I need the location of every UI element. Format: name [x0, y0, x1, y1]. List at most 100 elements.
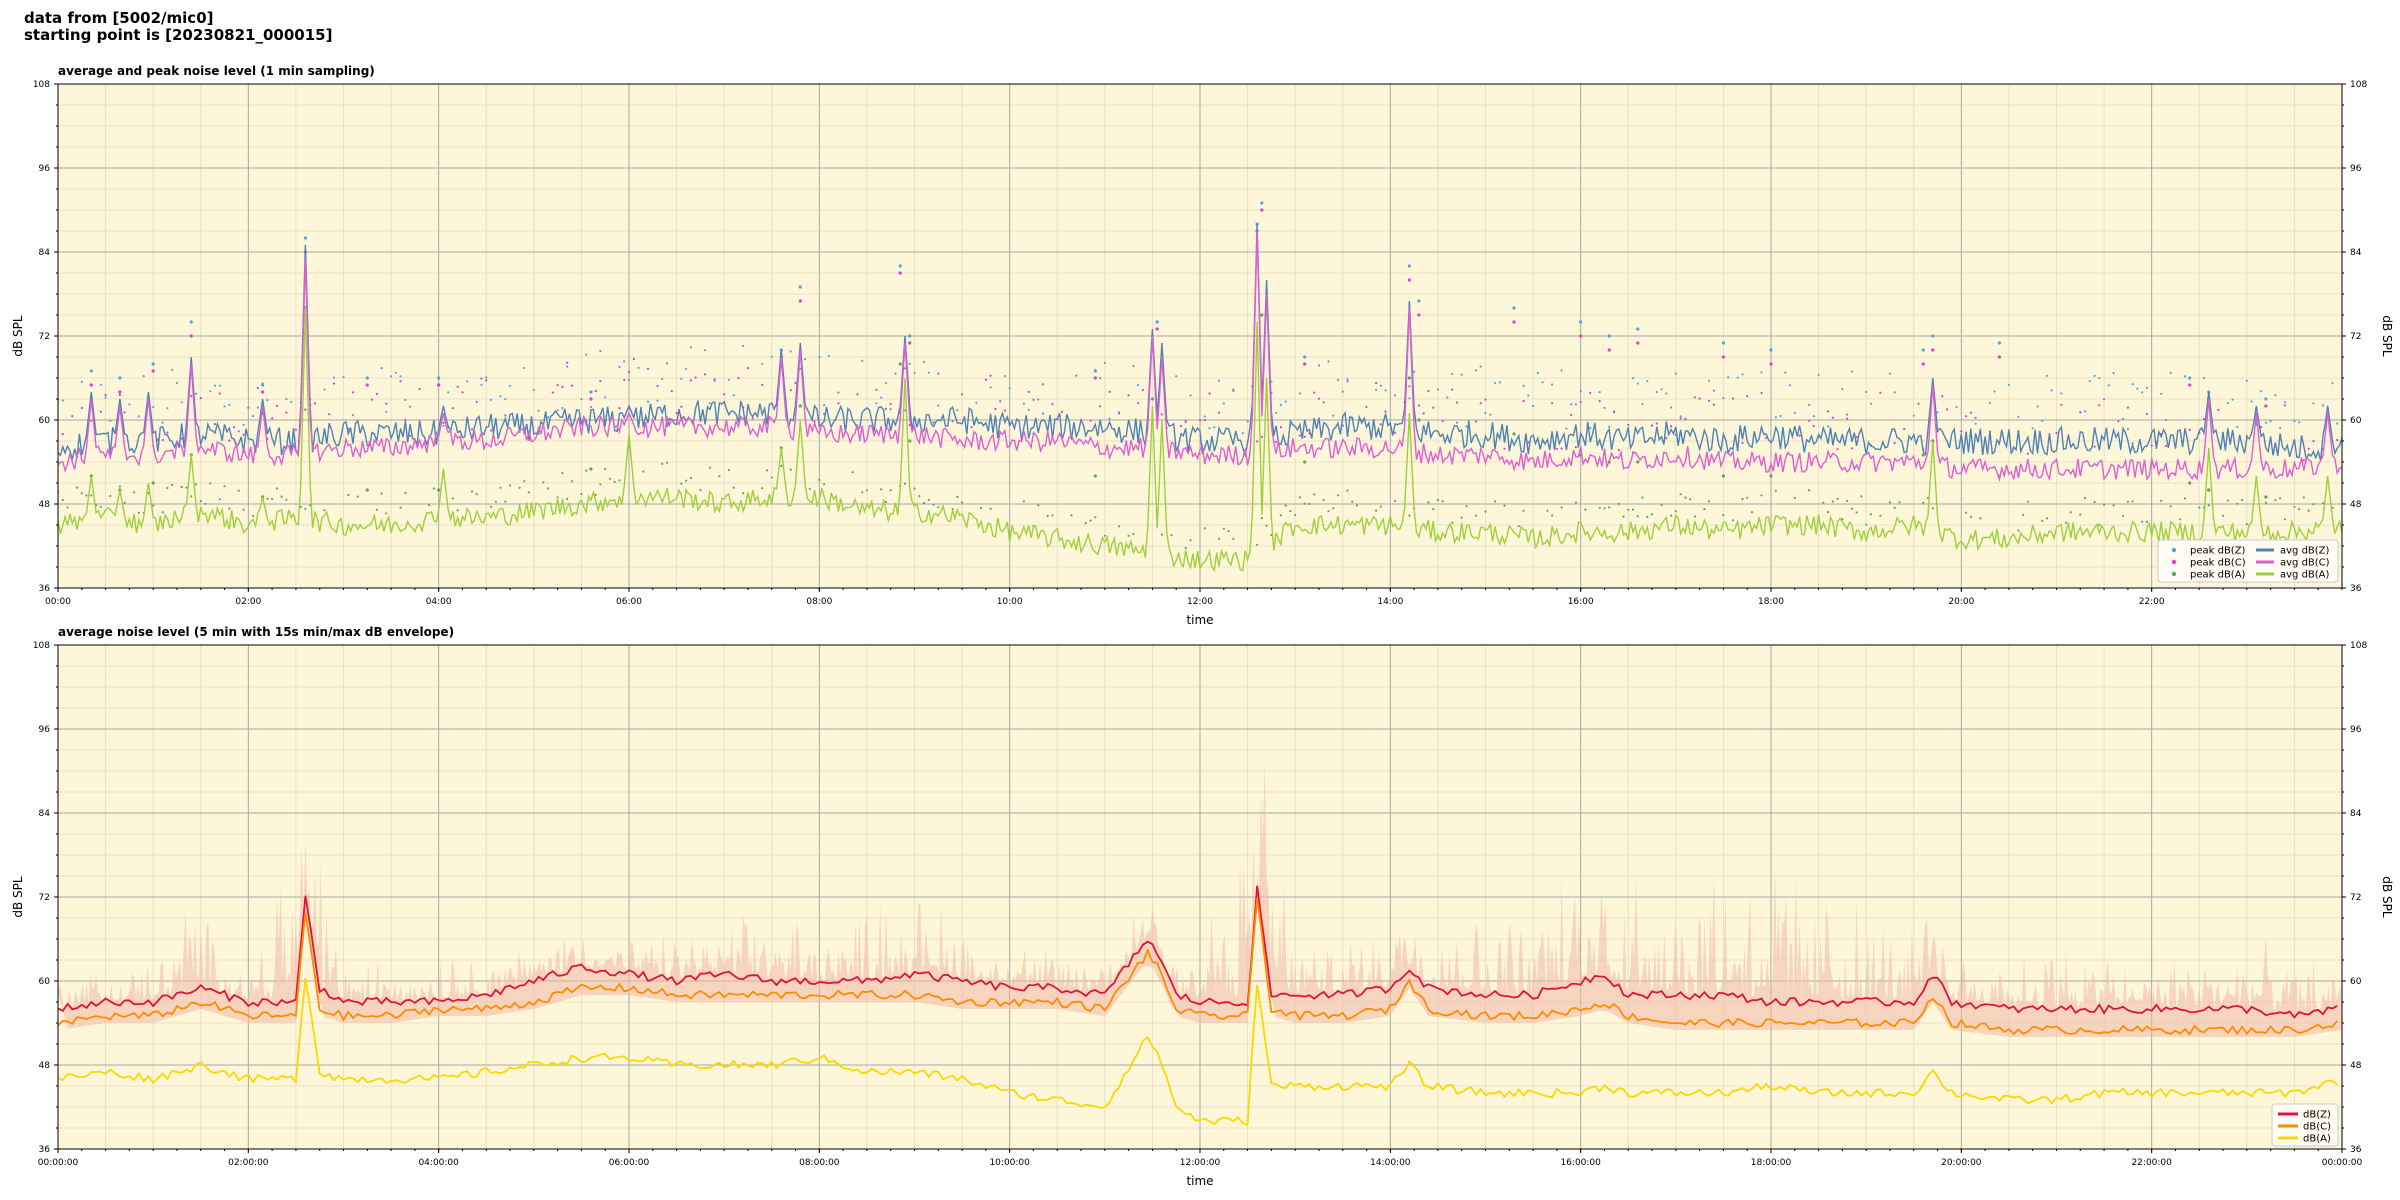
- legend-label: peak dB(C): [2190, 558, 2246, 569]
- peak-dot: [1294, 514, 1297, 517]
- peak-dot: [2031, 427, 2034, 430]
- peak-dot: [456, 385, 459, 388]
- peak-dot: [1988, 401, 1991, 404]
- peak-dot: [856, 393, 859, 396]
- peak-dot: [2093, 374, 2096, 377]
- peak-dot: [194, 483, 198, 486]
- peak-dot: [1441, 419, 1444, 423]
- peak-dot: [1712, 403, 1715, 406]
- peak-dot: [1384, 389, 1387, 392]
- peak-dot: [1560, 369, 1563, 372]
- peak-dot: [1455, 401, 1459, 404]
- peak-dot: [266, 497, 269, 500]
- series-line: [58, 977, 2338, 1127]
- peak-dot: [1841, 387, 1844, 391]
- peak-dot: [718, 475, 721, 478]
- peak-dot: [1313, 493, 1316, 496]
- peak-dot: [937, 506, 940, 509]
- peak-dot: [356, 495, 359, 498]
- peak-dot: [1812, 415, 1815, 418]
- legend-label: dB(A): [2303, 1134, 2331, 1145]
- peak-dot: [1650, 513, 1654, 516]
- peak-dot: [1132, 364, 1135, 367]
- peak-dot: [1184, 546, 1187, 550]
- peak-dot: [475, 493, 478, 496]
- peak-dot: [1489, 413, 1492, 416]
- peak-dot: [770, 355, 773, 358]
- peak-dot: [1784, 371, 1787, 374]
- peak-dot: [233, 426, 236, 429]
- peak-dot: [1089, 519, 1092, 522]
- peak-dot: [2145, 412, 2148, 416]
- peak-dot: [209, 390, 212, 393]
- peak-point: [1997, 341, 2001, 345]
- peak-dot: [680, 482, 683, 485]
- peak-dot: [604, 467, 607, 471]
- peak-dot: [1451, 521, 1454, 524]
- peak-dot: [1965, 511, 1968, 514]
- peak-dot: [2145, 386, 2148, 389]
- peak-point: [1303, 460, 1307, 464]
- peak-dot: [2298, 421, 2301, 424]
- peak-dot: [394, 371, 397, 374]
- peak-point: [89, 383, 93, 387]
- peak-point: [1260, 208, 1264, 212]
- peak-dot: [166, 486, 169, 490]
- peak-dot: [1946, 408, 1949, 411]
- x-tick-label: 04:00:00: [418, 1158, 459, 1168]
- peak-dot: [2283, 518, 2286, 521]
- y-tick-label: 96: [39, 725, 51, 735]
- peak-dot: [1846, 417, 1849, 420]
- peak-dot: [485, 379, 488, 382]
- peak-dot: [1636, 515, 1639, 518]
- peak-dot: [1027, 408, 1030, 411]
- peak-dot: [280, 495, 283, 498]
- peak-dot: [761, 487, 764, 490]
- peak-point: [365, 488, 369, 492]
- peak-dot: [975, 401, 978, 404]
- peak-dot: [732, 486, 735, 489]
- peak-dot: [1108, 390, 1111, 393]
- peak-dot: [2036, 405, 2039, 408]
- legend-label: avg dB(Z): [2280, 546, 2330, 557]
- peak-dot: [956, 495, 959, 499]
- peak-dot: [1022, 500, 1025, 503]
- peak-dot: [1665, 437, 1668, 440]
- peak-dot: [2226, 401, 2229, 405]
- peak-point: [437, 376, 441, 380]
- y-tick-label: 60: [39, 416, 51, 426]
- y-tick-label-right: 60: [2350, 416, 2362, 426]
- x-tick-label: 12:00:00: [1180, 1158, 1221, 1168]
- y-tick-label: 108: [33, 641, 50, 651]
- peak-dot: [2126, 500, 2129, 503]
- peak-dot: [1684, 417, 1687, 420]
- peak-dot: [2207, 504, 2210, 507]
- peak-dot: [1822, 501, 1825, 504]
- peak-dot: [90, 419, 93, 422]
- peak-dot: [1855, 436, 1858, 439]
- legend-swatch: [2171, 571, 2177, 577]
- peak-dot: [1346, 380, 1349, 383]
- peak-dot: [2060, 392, 2063, 395]
- peak-dot: [508, 384, 512, 387]
- peak-dot: [618, 407, 621, 410]
- y-tick-label-right: 36: [2350, 1145, 2362, 1155]
- peak-dot: [1655, 390, 1658, 394]
- peak-dot: [175, 381, 179, 385]
- peak-dot: [1051, 514, 1054, 517]
- peak-dot: [166, 431, 169, 434]
- peak-dot: [1760, 391, 1763, 395]
- series-line: [58, 223, 2342, 462]
- legend: dB(Z)dB(C)dB(A): [2271, 1103, 2339, 1147]
- peak-dot: [951, 420, 954, 423]
- peak-dot: [123, 411, 126, 414]
- peak-dot: [1089, 419, 1092, 422]
- peak-dot: [989, 507, 992, 510]
- peak-dot: [585, 469, 588, 472]
- peak-point: [437, 488, 441, 492]
- peak-dot: [2312, 402, 2315, 405]
- peak-dot: [818, 478, 821, 481]
- peak-dot: [989, 386, 992, 389]
- peak-dot: [1741, 373, 1744, 376]
- peak-dot: [2336, 438, 2339, 442]
